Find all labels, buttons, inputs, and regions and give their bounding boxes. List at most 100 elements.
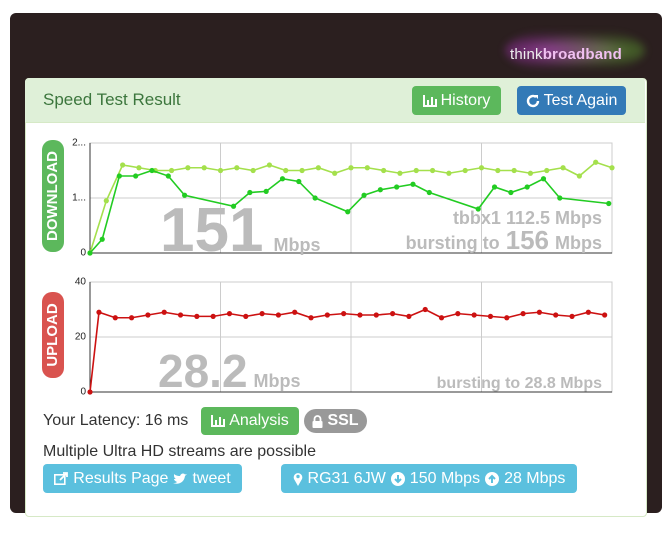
result-part: 28.2 (158, 345, 248, 397)
point (348, 165, 354, 171)
point (165, 173, 171, 179)
point (185, 165, 191, 171)
result-part: Mbps (273, 235, 320, 255)
icon (312, 414, 323, 428)
point (87, 389, 93, 395)
upload-badge: UPLOAD (42, 292, 64, 378)
badge-label: UPLOAD (44, 303, 61, 367)
point (96, 309, 102, 315)
point (478, 165, 485, 171)
point (112, 315, 118, 321)
analysis-button[interactable]: Analysis (201, 407, 299, 435)
point (136, 165, 142, 171)
logo[interactable]: thinkbroadband (510, 46, 622, 63)
latency: Your Latency: 16 ms (43, 412, 189, 429)
point (524, 184, 530, 190)
logo-think: think (510, 46, 543, 63)
point (263, 188, 269, 194)
test-again-button[interactable]: Test Again (517, 86, 626, 115)
history-button[interactable]: History (412, 86, 501, 115)
point (471, 312, 477, 318)
y-tick-label: 20 (75, 332, 87, 343)
point (585, 309, 591, 315)
result-overlay: 151 Mbps tbbx1 112.5 Mbps bursting to 156 Mbp… (158, 196, 602, 397)
point (406, 313, 412, 319)
point (397, 170, 403, 176)
point (381, 167, 387, 174)
result-part: tbbx1 112.5 Mbps (453, 208, 602, 228)
point (226, 311, 233, 317)
point (296, 178, 302, 185)
point (426, 189, 432, 196)
point (462, 167, 468, 174)
point (487, 313, 494, 319)
logo-broadband: broadband (542, 46, 622, 63)
icon (485, 471, 500, 486)
point (491, 184, 498, 190)
share-button[interactable]: Results Page tweet (43, 464, 242, 493)
button-label: Test Again (543, 91, 618, 109)
result-part: bursting to 28.8 Mbps (437, 375, 602, 392)
result-text: 28.2 Mbps (158, 345, 301, 397)
message: Multiple Ultra HD streams are possible (43, 443, 316, 460)
point (128, 315, 135, 321)
result-part: Mbps (555, 233, 602, 253)
point (161, 309, 167, 315)
badge-label: DOWNLOAD (44, 151, 61, 241)
point (194, 313, 200, 319)
point (266, 162, 273, 168)
point (217, 167, 224, 174)
point (332, 170, 338, 176)
point (357, 312, 363, 318)
icon (293, 472, 302, 486)
point (410, 181, 416, 187)
result-text: bursting to 156 Mbps (406, 225, 602, 255)
results-link[interactable]: Results Page (73, 469, 169, 487)
point (116, 173, 122, 179)
point (201, 165, 207, 171)
point (250, 167, 256, 174)
point (99, 236, 105, 242)
result-part: 156 (506, 225, 549, 255)
point (394, 184, 400, 190)
icon (526, 94, 539, 107)
point (429, 167, 436, 174)
point (292, 309, 298, 315)
point (606, 200, 612, 207)
point (422, 306, 428, 313)
y-tick-label: 1... (72, 193, 86, 204)
point (373, 312, 379, 318)
point (308, 315, 314, 321)
point (283, 167, 289, 174)
point (230, 203, 237, 209)
tweet-link[interactable]: tweet (192, 469, 231, 487)
point (177, 312, 184, 318)
point (275, 312, 282, 318)
point (361, 192, 367, 198)
point (569, 313, 575, 319)
point (495, 167, 501, 174)
download-speed: 150 Mbps (409, 469, 481, 487)
y-tick-label: 0 (80, 387, 86, 398)
point (560, 165, 566, 171)
panel-title: Speed Test Result (43, 90, 181, 109)
postcode: RG31 6JW (307, 469, 386, 487)
point (536, 309, 543, 315)
icon (390, 471, 405, 486)
series-line (89, 169, 609, 254)
point (345, 209, 351, 215)
point (540, 176, 547, 182)
point (475, 206, 481, 212)
point (527, 170, 534, 176)
point (557, 195, 563, 201)
point (341, 311, 347, 317)
button-label: SSL (327, 412, 359, 429)
result-part: bursting to (406, 233, 500, 253)
result-text: tbbx1 112.5 Mbps (453, 208, 602, 228)
point (511, 167, 517, 174)
result-part: 151 (160, 196, 263, 265)
location-button[interactable]: RG31 6JW 150 Mbps 28 Mbps (281, 464, 577, 493)
point (87, 250, 93, 256)
point (243, 313, 249, 319)
ssl-button[interactable]: SSL (304, 409, 367, 433)
